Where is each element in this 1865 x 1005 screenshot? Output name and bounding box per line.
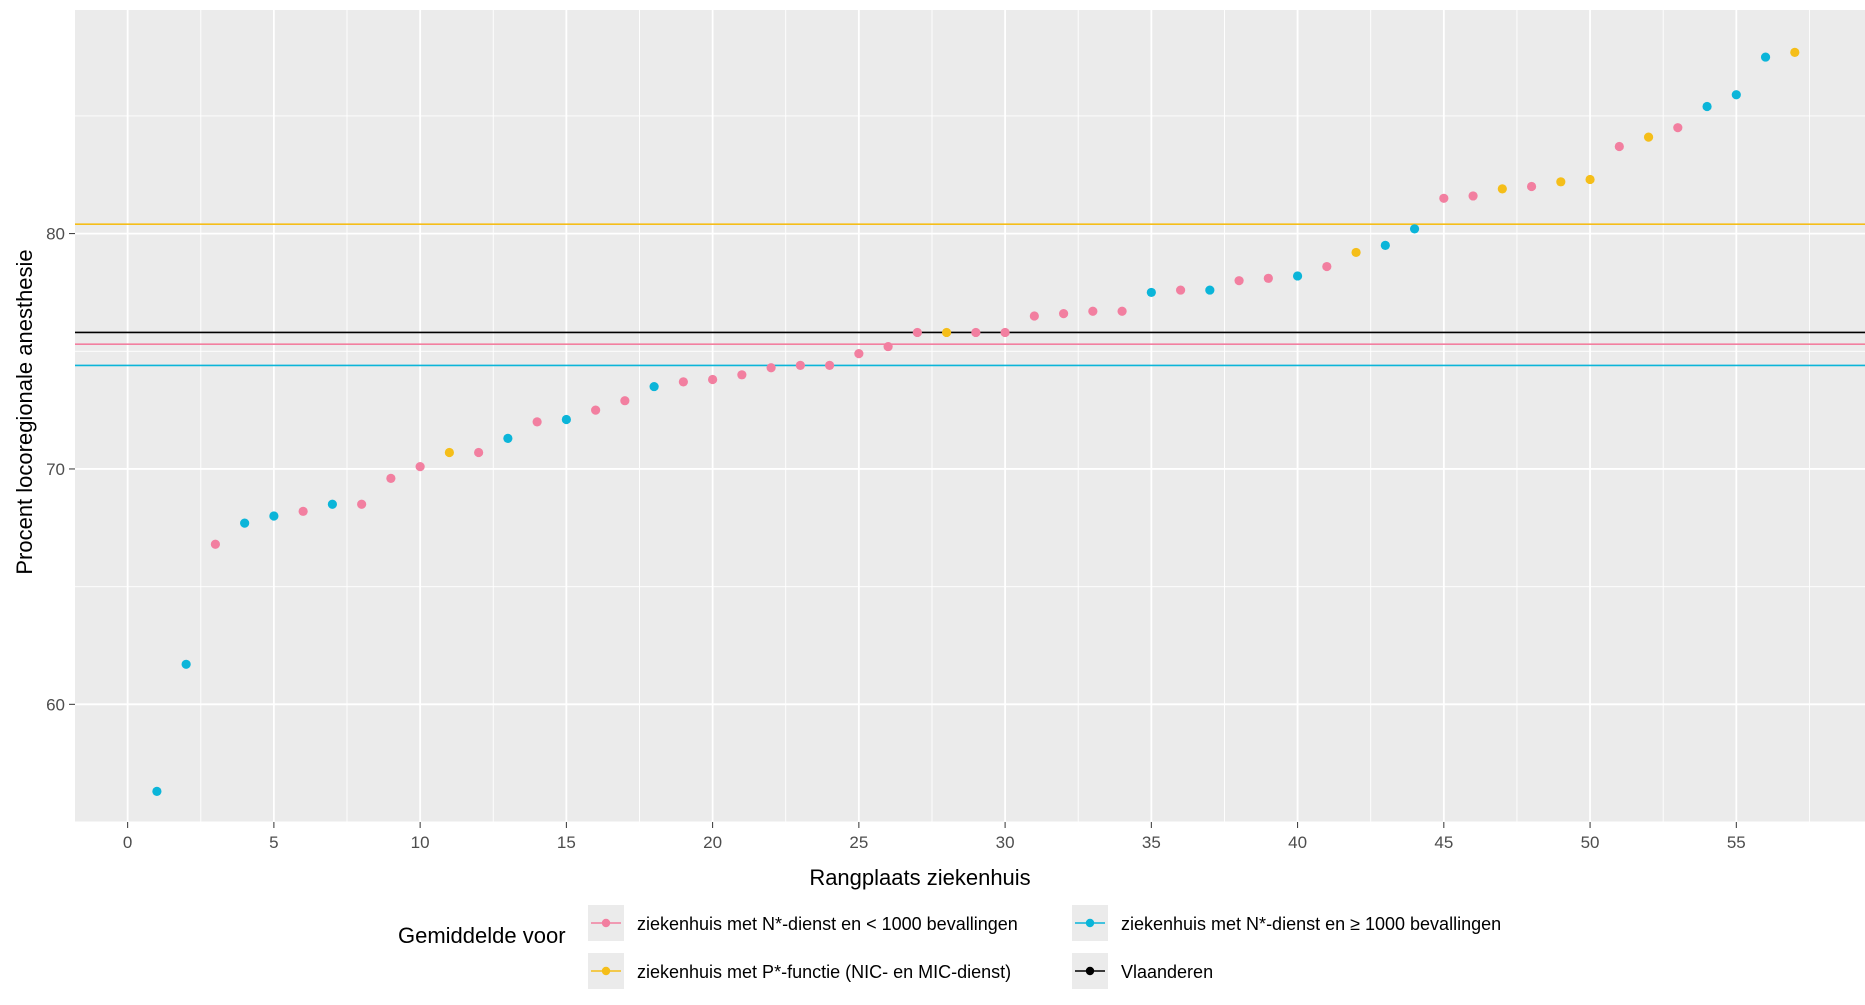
legend-item-vl: Vlaanderen <box>1072 953 1213 989</box>
y-tick-label: 80 <box>46 225 65 244</box>
legend-item-lt1000: ziekenhuis met N*-dienst en < 1000 beval… <box>588 905 1018 941</box>
data-point <box>1263 273 1273 283</box>
data-point <box>1497 184 1507 194</box>
data-point <box>1702 101 1712 112</box>
data-point <box>1292 271 1303 281</box>
data-point <box>357 499 367 509</box>
data-point <box>298 506 308 516</box>
data-point <box>1146 287 1156 298</box>
data-point <box>708 374 718 385</box>
x-axis-title: Rangplaats ziekenhuis <box>809 865 1030 890</box>
data-point <box>327 499 337 509</box>
data-point <box>971 327 981 338</box>
legend-label: ziekenhuis met P*-functie (NIC- en MIC-d… <box>637 962 1011 982</box>
legend-title: Gemiddelde voor <box>398 923 566 948</box>
x-tick-label: 25 <box>849 833 868 852</box>
legend-point <box>1085 966 1095 976</box>
data-point <box>737 370 747 380</box>
data-point <box>1468 191 1478 201</box>
x-tick-label: 35 <box>1142 833 1161 852</box>
data-point <box>1175 285 1186 295</box>
average-lines <box>75 223 1865 367</box>
legend-label: ziekenhuis met N*-dienst en ≥ 1000 beval… <box>1121 914 1501 934</box>
x-tick-label: 45 <box>1434 833 1453 852</box>
data-point <box>1556 177 1566 187</box>
x-tick-label: 20 <box>703 833 722 852</box>
y-axis-ticks: 60 70 80 <box>46 225 75 714</box>
data-point <box>1409 224 1420 234</box>
x-tick-label: 10 <box>411 833 430 852</box>
data-point <box>1790 47 1800 57</box>
data-point <box>1731 90 1741 100</box>
data-point <box>591 405 601 415</box>
data-point <box>1585 174 1595 185</box>
data-point <box>854 349 864 359</box>
data-point <box>386 473 396 483</box>
data-point <box>912 327 922 338</box>
data-point <box>942 327 952 338</box>
data-point <box>1088 306 1098 316</box>
legend-item-p: ziekenhuis met P*-functie (NIC- en MIC-d… <box>588 953 1011 989</box>
x-tick-label: 40 <box>1288 833 1307 852</box>
data-point <box>883 341 893 352</box>
data-point <box>152 786 162 797</box>
data-point <box>240 518 250 528</box>
x-tick-label: 30 <box>996 833 1015 852</box>
minor-gridlines <box>75 10 1865 823</box>
y-tick-label: 70 <box>46 460 65 479</box>
x-tick-label: 0 <box>123 833 132 852</box>
data-point <box>1614 141 1624 152</box>
data-points <box>152 47 1800 797</box>
data-point <box>1029 311 1039 321</box>
data-point <box>503 433 513 443</box>
data-point <box>1643 132 1654 142</box>
x-axis-ticks: 0 5 10 15 20 25 30 35 40 45 50 55 <box>123 822 1746 852</box>
x-tick-label: 55 <box>1727 833 1746 852</box>
data-point <box>1526 181 1537 192</box>
data-point <box>795 360 805 370</box>
data-point <box>1380 240 1390 250</box>
data-point <box>181 659 191 669</box>
plot-panel <box>75 10 1865 822</box>
data-point <box>825 360 835 370</box>
legend-point <box>1085 918 1095 928</box>
data-point <box>415 462 425 472</box>
legend: ziekenhuis met N*-dienst en < 1000 beval… <box>588 905 1501 989</box>
data-point <box>474 447 484 458</box>
data-point <box>1234 276 1244 286</box>
data-point <box>1322 261 1332 272</box>
data-point <box>1058 309 1069 319</box>
data-point <box>444 447 454 458</box>
x-tick-label: 15 <box>557 833 576 852</box>
data-point <box>1673 123 1683 133</box>
x-tick-label: 50 <box>1581 833 1600 852</box>
major-gridlines <box>75 10 1865 822</box>
data-point <box>561 414 571 425</box>
legend-label: Vlaanderen <box>1121 962 1213 982</box>
y-axis-title: Procent locoregionale anesthesie <box>12 249 37 574</box>
data-point <box>532 417 542 427</box>
data-point <box>1439 193 1449 203</box>
data-point <box>1351 247 1361 258</box>
legend-point <box>601 918 611 928</box>
legend-item-ge1000: ziekenhuis met N*-dienst en ≥ 1000 beval… <box>1072 905 1501 941</box>
data-point <box>269 511 279 521</box>
data-point <box>766 363 776 373</box>
data-point <box>1000 327 1010 338</box>
data-point <box>210 539 220 549</box>
data-point <box>1205 285 1215 295</box>
data-point <box>1760 52 1771 62</box>
y-tick-label: 60 <box>46 695 65 714</box>
data-point <box>620 396 630 406</box>
legend-label: ziekenhuis met N*-dienst en < 1000 beval… <box>637 914 1018 934</box>
legend-point <box>601 966 611 976</box>
x-tick-label: 5 <box>269 833 278 852</box>
data-point <box>649 381 659 392</box>
data-point <box>678 377 688 387</box>
data-point <box>1117 306 1127 316</box>
